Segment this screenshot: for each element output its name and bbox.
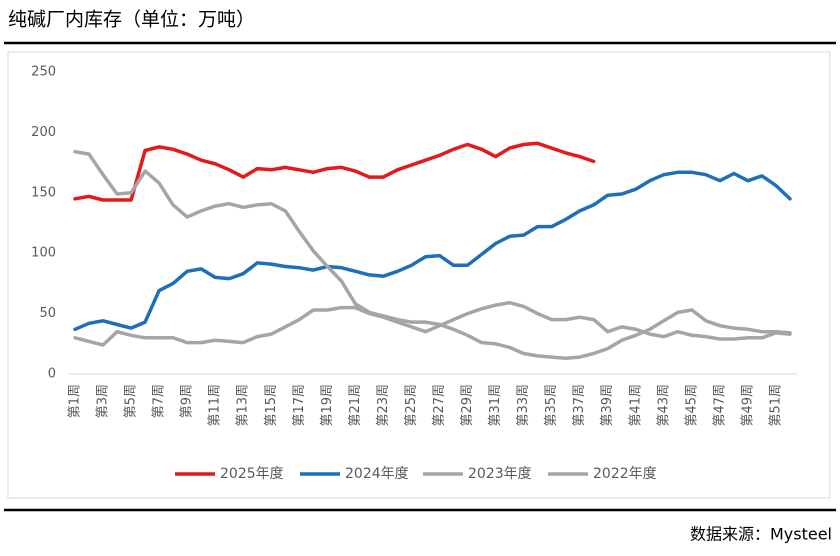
x-tick-label: 第11周 (208, 384, 223, 427)
x-tick-label: 第5周 (124, 384, 139, 418)
y-tick-label: 250 (31, 65, 56, 80)
x-tick-label: 第13周 (236, 384, 251, 427)
legend-label: 2023年度 (468, 466, 532, 482)
y-tick-label: 200 (31, 125, 56, 140)
x-tick-label: 第49周 (740, 384, 755, 427)
series-line (73, 300, 792, 347)
y-tick-label: 150 (31, 185, 56, 200)
x-tick-label: 第27周 (432, 384, 447, 427)
x-tick-label: 第3周 (96, 384, 111, 418)
x-tick-label: 第29周 (460, 384, 475, 427)
x-tick-label: 第33周 (516, 384, 531, 427)
x-tick-label: 第43周 (656, 384, 671, 427)
source-note: 数据来源：Mysteel (690, 525, 832, 544)
x-tick-label: 第15周 (264, 384, 279, 427)
x-tick-label: 第47周 (712, 384, 727, 427)
x-tick-label: 第45周 (684, 384, 699, 427)
series-line (73, 149, 792, 361)
x-tick-label: 第25周 (404, 384, 419, 427)
x-tick-label: 第41周 (628, 384, 643, 427)
x-tick-label: 第51周 (768, 384, 783, 427)
x-tick-label: 第37周 (572, 384, 587, 427)
legend-label: 2024年度 (345, 466, 409, 482)
legend-label: 2025年度 (220, 466, 284, 482)
y-tick-label: 100 (31, 246, 56, 261)
chart-title: 纯碱厂内库存（单位：万吨） (8, 9, 255, 31)
x-tick-label: 第31周 (488, 384, 503, 427)
series-line (73, 170, 792, 332)
x-tick-label: 第39周 (600, 384, 615, 427)
legend-label: 2022年度 (593, 466, 657, 482)
x-tick-label: 第7周 (152, 384, 167, 418)
y-tick-label: 0 (48, 367, 56, 382)
x-tick-label: 第21周 (348, 384, 363, 427)
x-tick-label: 第23周 (376, 384, 391, 427)
x-tick-label: 第35周 (544, 384, 559, 427)
x-tick-label: 第19周 (320, 384, 335, 427)
x-tick-label: 第1周 (68, 384, 83, 418)
series-line (73, 141, 596, 202)
x-tick-label: 第17周 (292, 384, 307, 427)
plot-frame (7, 51, 831, 499)
y-tick-label: 50 (39, 306, 56, 321)
x-tick-label: 第9周 (180, 384, 195, 418)
